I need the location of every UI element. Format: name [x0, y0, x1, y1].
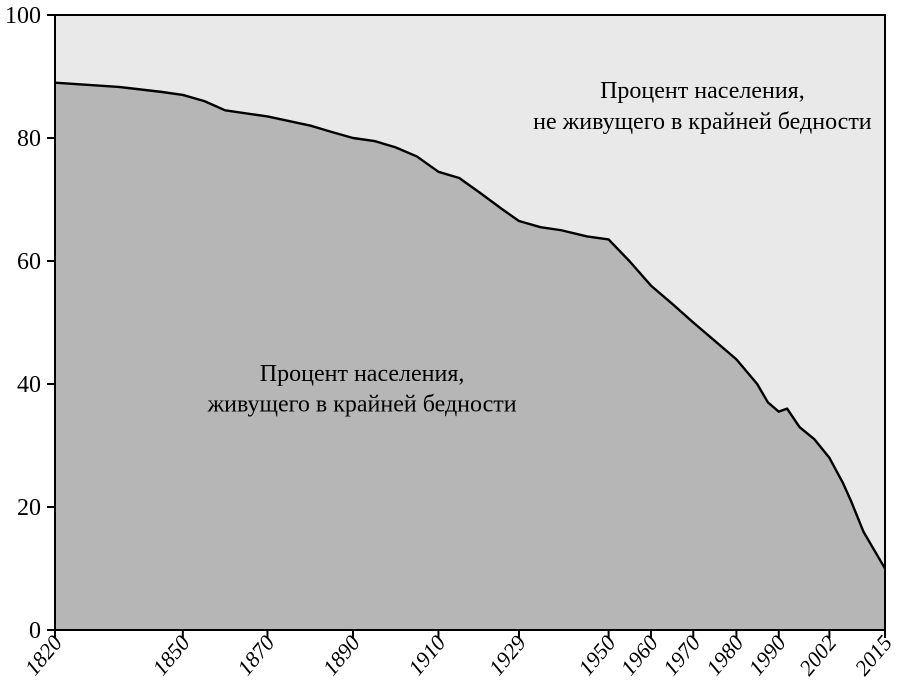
xtick-label: 1850 — [147, 630, 194, 680]
xtick-label: 1990 — [743, 630, 790, 680]
upper-label-line2: не живущего в крайней бедности — [533, 109, 872, 135]
lower-label-line1: Процент населения, — [260, 361, 465, 387]
ytick-label: 100 — [5, 3, 41, 29]
ytick-label: 60 — [17, 249, 41, 275]
xtick-label: 1820 — [20, 630, 67, 680]
lower-label-line2: живущего в крайней бедности — [207, 392, 517, 418]
xtick-label: 1950 — [573, 630, 620, 680]
ytick-label: 80 — [17, 126, 41, 152]
ytick-label: 20 — [17, 495, 41, 521]
xtick-label: 1910 — [403, 630, 450, 680]
xtick-label: 1929 — [484, 630, 531, 680]
xtick-label: 1960 — [615, 630, 662, 680]
xtick-label: 1980 — [701, 630, 748, 680]
xtick-label: 2015 — [850, 630, 897, 680]
xtick-label: 1870 — [232, 630, 279, 680]
poverty-area-chart: 0204060801001820185018701890191019291950… — [0, 0, 900, 680]
upper-label-line1: Процент населения, — [600, 78, 805, 104]
ytick-label: 40 — [17, 372, 41, 398]
xtick-label: 2002 — [794, 630, 841, 680]
xtick-label: 1970 — [658, 630, 705, 680]
chart-svg: 0204060801001820185018701890191019291950… — [0, 0, 900, 680]
xtick-label: 1890 — [318, 630, 365, 680]
